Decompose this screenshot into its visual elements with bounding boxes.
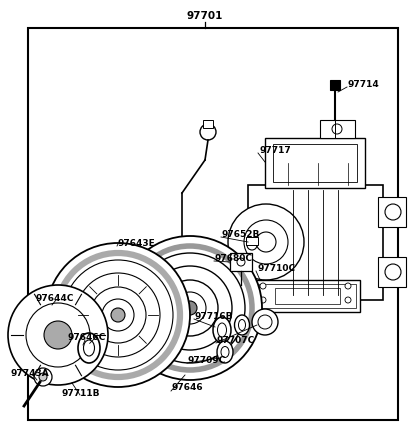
Text: 97711B: 97711B [62, 388, 100, 397]
Ellipse shape [216, 341, 232, 363]
Circle shape [135, 253, 245, 363]
Ellipse shape [234, 315, 249, 335]
Circle shape [236, 258, 245, 266]
Ellipse shape [217, 323, 226, 337]
Circle shape [46, 243, 189, 387]
Bar [229, 253, 252, 271]
Circle shape [331, 124, 341, 134]
Ellipse shape [220, 346, 229, 358]
Bar [319, 120, 354, 138]
Text: 97710C: 97710C [257, 263, 295, 272]
Circle shape [128, 246, 252, 370]
Circle shape [111, 308, 125, 322]
Circle shape [26, 303, 90, 367]
Circle shape [173, 292, 205, 324]
Bar [264, 138, 364, 188]
Circle shape [384, 204, 400, 220]
Circle shape [252, 309, 277, 335]
Text: 97714: 97714 [347, 79, 379, 89]
Circle shape [142, 260, 237, 356]
Circle shape [34, 368, 52, 386]
Circle shape [8, 285, 108, 385]
Bar [272, 144, 356, 182]
Text: 97643E: 97643E [118, 238, 155, 247]
Bar [329, 80, 339, 90]
Circle shape [259, 283, 265, 289]
Bar [28, 28, 397, 420]
Circle shape [243, 220, 287, 264]
Circle shape [148, 266, 231, 350]
Circle shape [344, 297, 350, 303]
Text: 97716B: 97716B [195, 311, 233, 320]
Circle shape [200, 124, 216, 140]
Ellipse shape [78, 333, 100, 363]
Bar [247, 185, 382, 300]
Circle shape [257, 315, 271, 329]
Circle shape [76, 273, 160, 357]
Circle shape [63, 260, 173, 370]
Ellipse shape [213, 317, 230, 343]
Bar [258, 284, 355, 308]
Text: 97646: 97646 [172, 383, 203, 392]
Text: 97680C: 97680C [214, 254, 252, 263]
Text: 97644C: 97644C [36, 293, 74, 302]
Bar [277, 163, 357, 185]
Circle shape [162, 280, 218, 336]
Bar [274, 288, 339, 304]
Text: 97709C: 97709C [188, 356, 226, 365]
Circle shape [384, 264, 400, 280]
Circle shape [118, 236, 261, 380]
Circle shape [227, 204, 303, 280]
Circle shape [44, 321, 72, 349]
Circle shape [182, 301, 196, 315]
Circle shape [259, 297, 265, 303]
Ellipse shape [238, 319, 245, 331]
Circle shape [56, 253, 180, 377]
Circle shape [344, 283, 350, 289]
Text: 97707C: 97707C [216, 336, 255, 345]
Bar [254, 280, 359, 312]
Text: 97646C: 97646C [68, 332, 106, 341]
Circle shape [90, 287, 146, 343]
Circle shape [39, 373, 47, 381]
Text: 97743A: 97743A [11, 369, 49, 378]
Bar [202, 120, 213, 128]
Bar [377, 197, 405, 227]
Circle shape [102, 299, 134, 331]
Bar [245, 237, 257, 245]
Text: 97717: 97717 [259, 146, 291, 155]
Circle shape [255, 232, 275, 252]
Text: 97701: 97701 [187, 11, 222, 21]
Text: 97652B: 97652B [221, 229, 260, 238]
Circle shape [70, 267, 166, 363]
Circle shape [246, 240, 256, 250]
Ellipse shape [83, 340, 94, 356]
Bar [377, 257, 405, 287]
